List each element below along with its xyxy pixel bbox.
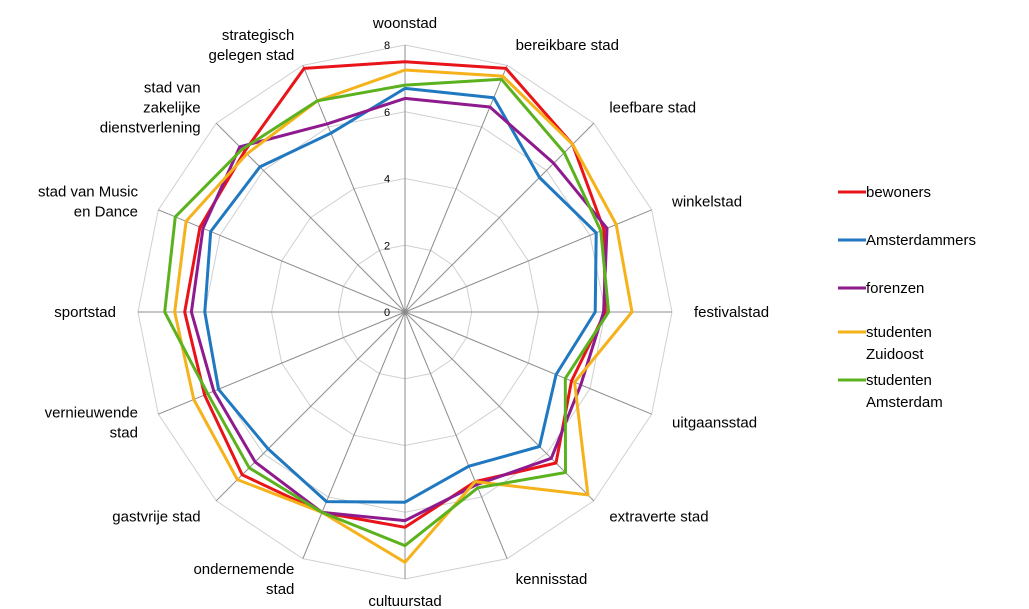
spoke [404,311,595,502]
series-line [173,68,634,564]
category-label: leefbare stad [609,100,696,117]
spoke [404,122,595,313]
spoke [302,65,406,313]
series-line [163,77,611,548]
legend-label: studenten Zuidoost [866,324,932,363]
category-label: woonstad [372,15,437,32]
spoke [158,311,406,415]
legend-label: Amsterdammers [866,232,976,249]
category-label: bereikbare stad [516,37,619,54]
category-label: vernieuwende stad [45,405,138,442]
category-label: uitgaansstad [672,415,757,432]
spoke [404,209,652,313]
category-label: ondernemende stad [193,561,294,598]
category-label: cultuurstad [368,593,441,609]
series-line [183,60,607,529]
y-tick-label: 4 [384,174,390,186]
category-label: stad van Music en Dance [38,183,139,220]
spoke [404,311,508,559]
y-tick-label: 0 [384,307,390,319]
legend-label: studenten Amsterdam [866,372,943,411]
legend-label: bewoners [866,184,931,201]
y-tick-label: 2 [384,240,390,252]
category-label: gastvrije stad [112,508,200,525]
category-label: strategisch gelegen stad [208,27,294,64]
category-label: festivalstad [694,304,769,321]
category-label: extraverte stad [609,508,708,525]
spoke [302,311,406,559]
category-label: kennisstad [516,571,588,588]
y-tick-label: 6 [384,107,390,119]
y-tick-label: 8 [384,40,390,52]
legend-label: forenzen [866,280,924,297]
spoke [404,311,652,415]
category-label: winkelstad [671,193,742,210]
series-line [203,86,598,504]
category-label: sportstad [54,304,116,321]
category-label: stad van zakelijke dienstverlening [100,80,201,137]
spoke [215,311,406,502]
